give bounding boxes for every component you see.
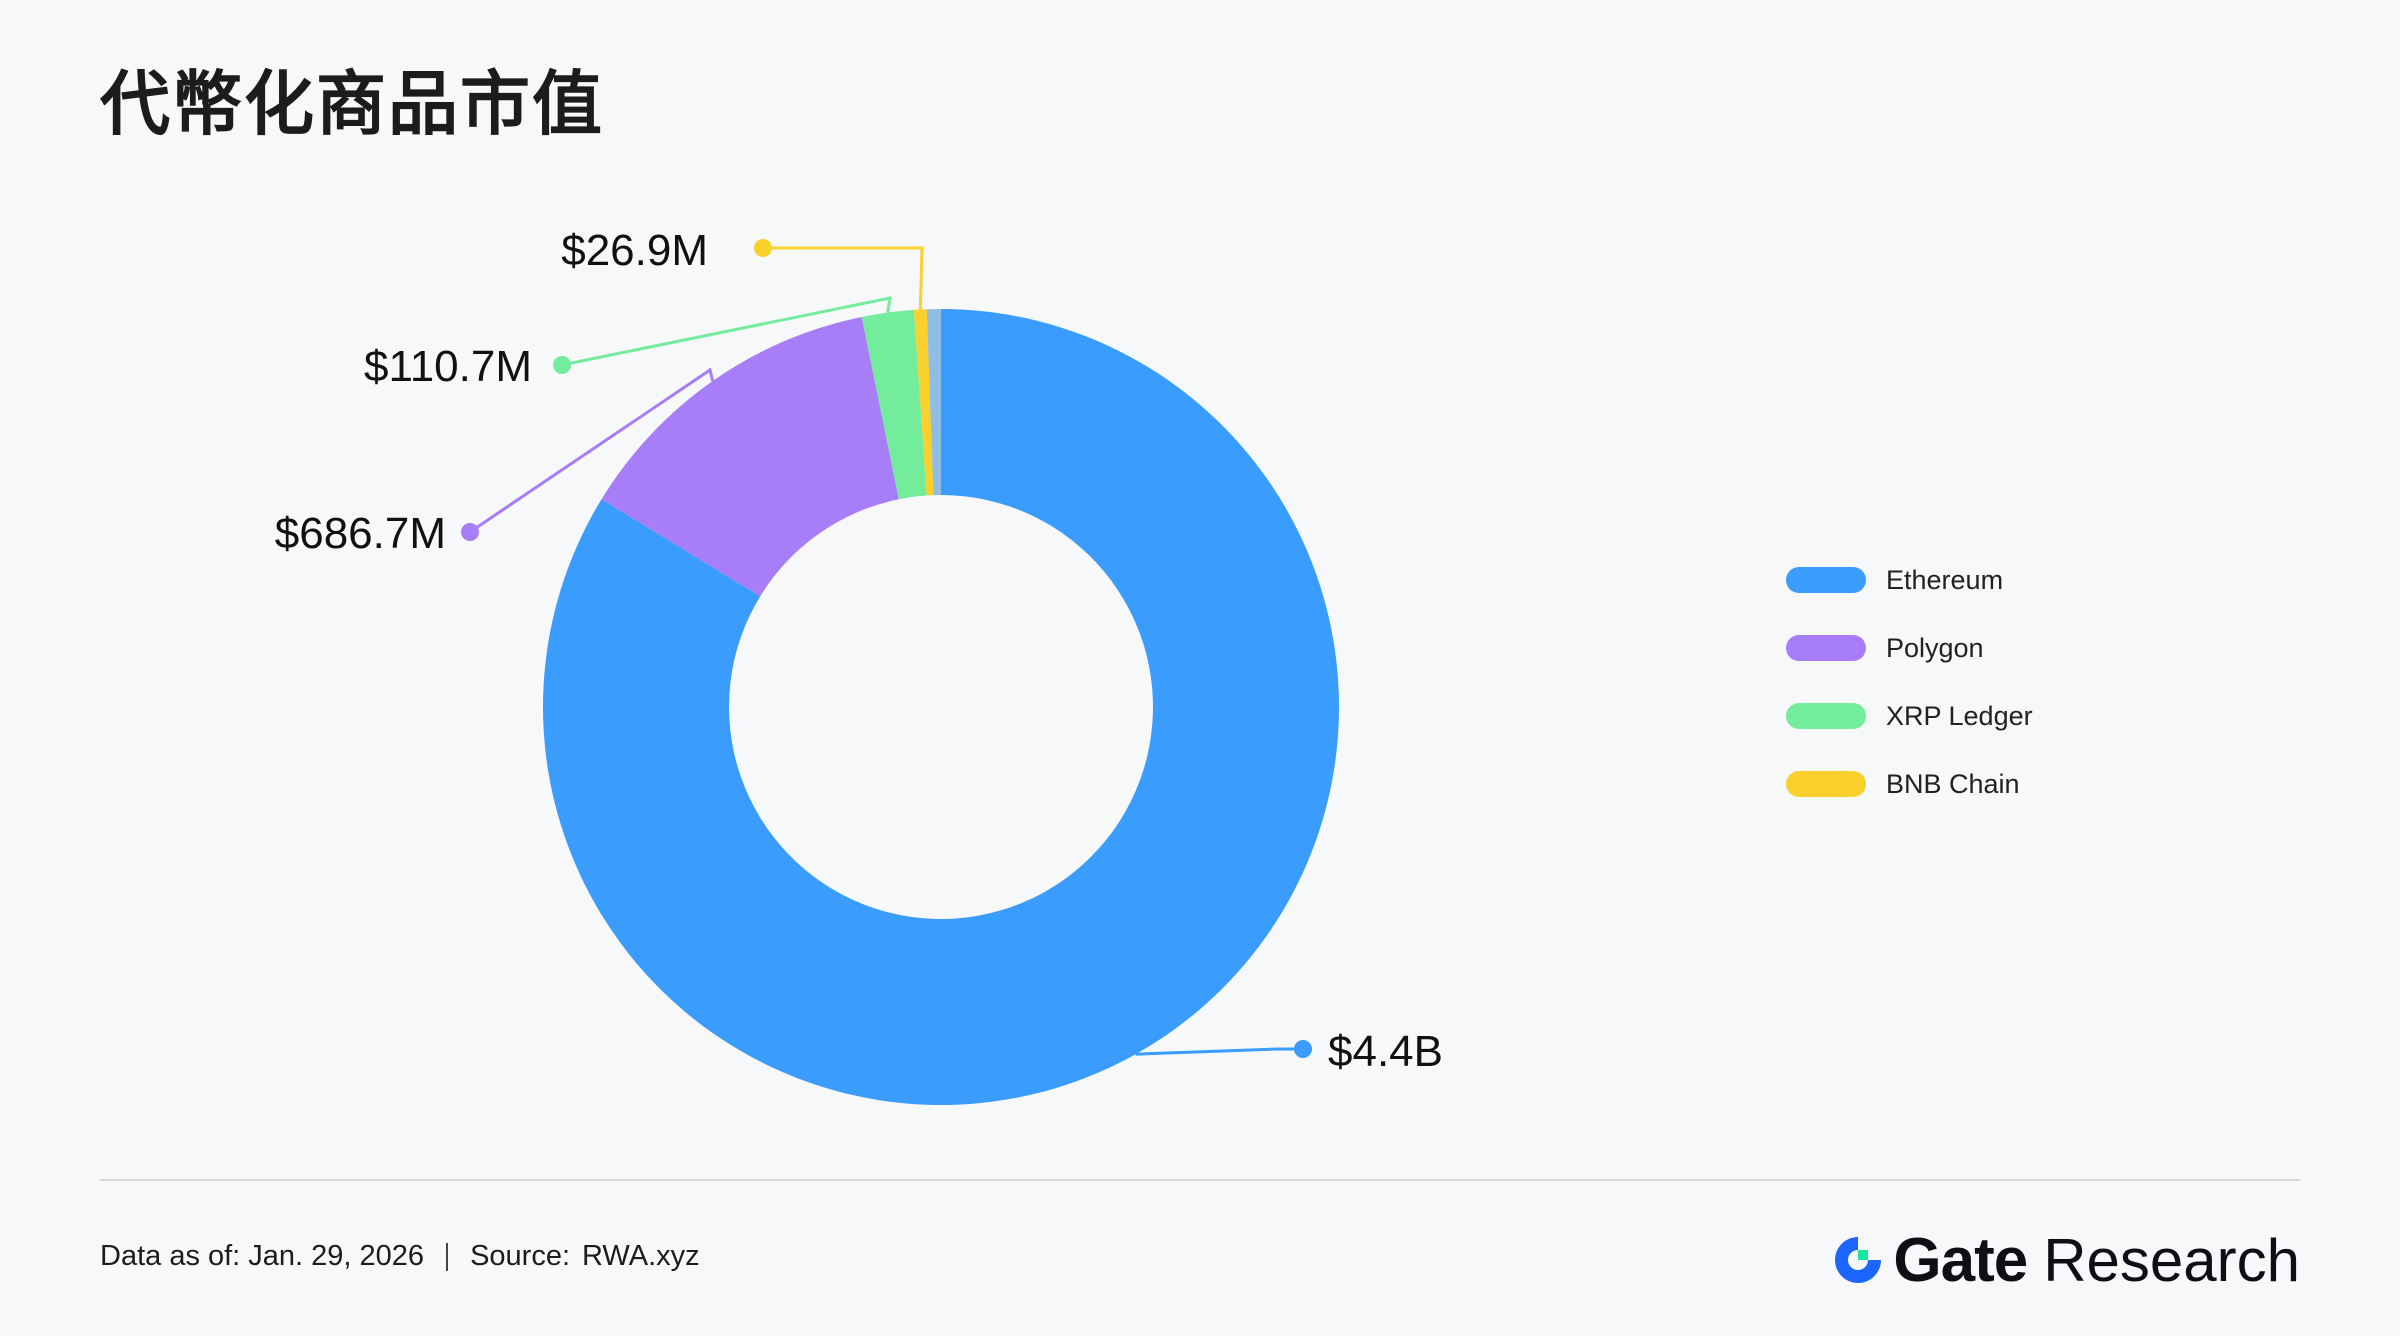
leader-line-xrp-ledger: [561, 296, 892, 367]
legend-item-bnb-chain[interactable]: BNB Chain: [1786, 750, 2033, 818]
donut-slice-polygon[interactable]: [601, 316, 899, 597]
donut-slice-bnb-chain[interactable]: [913, 309, 934, 496]
donut-slice-ethereum[interactable]: [543, 309, 1339, 1105]
data-label-bnb-chain: $26.9M: [561, 226, 708, 275]
legend-swatch-xrp-ledger: [1786, 703, 1866, 729]
legend-swatch-bnb-chain: [1786, 771, 1866, 797]
legend-swatch-polygon: [1786, 635, 1866, 661]
legend-item-polygon[interactable]: Polygon: [1786, 614, 2033, 682]
brand-sub: Research: [2043, 1226, 2300, 1294]
data-label-ethereum: $4.4B: [1328, 1027, 1443, 1076]
brand-name: Gate: [1893, 1225, 2028, 1295]
footer-separator: [446, 1242, 449, 1271]
donut-slice-xrp-ledger[interactable]: [861, 309, 927, 500]
legend-label-polygon: Polygon: [1886, 632, 1984, 663]
legend-label-xrp-ledger: XRP Ledger: [1886, 700, 2033, 731]
data-label-xrp-ledger: $110.7M: [364, 342, 532, 391]
chart-legend: Ethereum Polygon XRP Ledger BNB Chain: [1786, 546, 2033, 818]
chart-title: 代幣化商品市值: [100, 63, 604, 145]
legend-item-ethereum[interactable]: Ethereum: [1786, 546, 2033, 614]
legend-item-xrp-ledger[interactable]: XRP Ledger: [1786, 682, 2033, 750]
leader-dot-polygon: [461, 523, 479, 541]
legend-label-bnb-chain: BNB Chain: [1886, 768, 2020, 799]
data-date: Data as of: Jan. 29, 2026: [100, 1240, 425, 1272]
leader-dot-bnb-chain: [754, 239, 772, 257]
legend-swatch-ethereum: [1786, 567, 1866, 593]
leader-line-ethereum: [1135, 1047, 1303, 1056]
brand-logo: Gate Research: [1831, 1222, 2300, 1298]
leader-dot-ethereum: [1294, 1040, 1312, 1058]
donut-slice-other[interactable]: [926, 309, 941, 496]
leader-dot-xrp-ledger: [553, 356, 571, 374]
footer-note: Data as of: Jan. 29, 2026 Source: RWA.xy…: [100, 1240, 700, 1273]
gate-logo-icon: [1835, 1237, 1882, 1283]
data-label-polygon: $686.7M: [275, 509, 446, 558]
leader-line-bnb-chain: [763, 246, 924, 310]
footer-divider: [100, 1179, 2300, 1181]
source-label: Source:: [470, 1240, 571, 1272]
legend-label-ethereum: Ethereum: [1886, 564, 2004, 595]
leader-line-polygon: [469, 367, 715, 534]
source-value: RWA.xyz: [582, 1240, 700, 1272]
